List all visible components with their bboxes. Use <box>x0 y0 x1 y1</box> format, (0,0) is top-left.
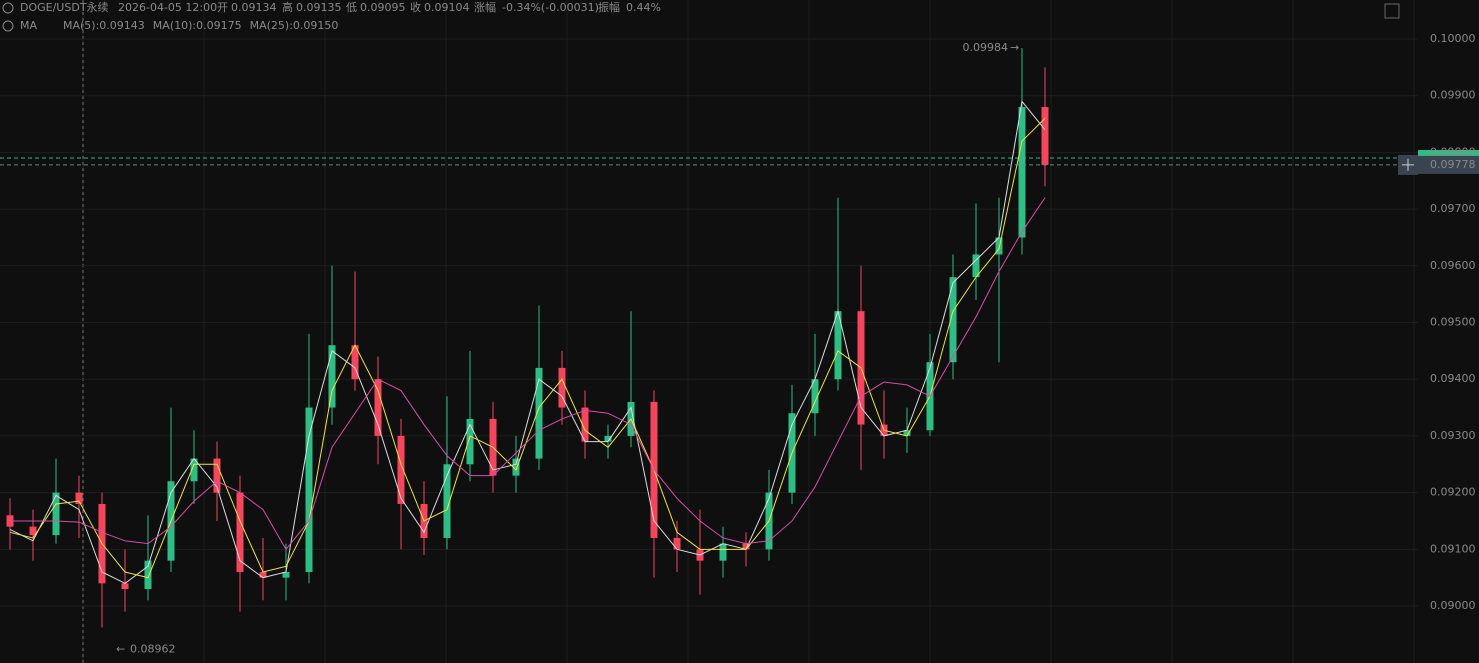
header: DOGE/USDT永续 2026-04-05 12:00 开 0.09134 高… <box>20 0 661 32</box>
collapse-icon[interactable] <box>2 2 14 14</box>
candle-body <box>121 583 129 590</box>
y-tick-label: 0.09700 <box>1430 202 1476 215</box>
ma-line <box>10 197 1046 551</box>
candle-body <box>903 430 911 436</box>
y-tick-label: 0.09000 <box>1430 599 1476 612</box>
candle-body <box>949 277 957 363</box>
label: 开 <box>217 1 228 14</box>
vertical-grid <box>82 0 1415 663</box>
candle-body <box>512 458 520 476</box>
ma-line <box>9 118 1046 579</box>
candle-body <box>811 379 819 414</box>
y-tick-label: 0.09500 <box>1430 316 1476 329</box>
candle-body <box>397 435 405 504</box>
y-tick-label: 0.09100 <box>1430 542 1476 555</box>
y-tick-label: 0.09800 <box>1430 145 1476 158</box>
label: 低 <box>346 1 357 14</box>
candle-body <box>29 526 37 536</box>
candle-body <box>374 379 382 436</box>
label: 收 <box>410 0 421 14</box>
value: 0.09135 <box>296 1 342 14</box>
candle-body <box>259 571 267 578</box>
ma-line <box>9 100 1046 584</box>
label: 高 <box>282 0 293 14</box>
indicator: MA <box>20 19 37 32</box>
candle-body <box>581 407 589 442</box>
candle-body <box>282 571 290 578</box>
candle-body <box>75 492 83 504</box>
candle-body <box>236 492 244 572</box>
candle-body <box>673 537 681 550</box>
y-tick-label: 0.09200 <box>1430 486 1476 499</box>
max-label: 0.09984 <box>963 41 1009 54</box>
candle-body <box>1041 107 1049 165</box>
legend-entry: MA(10):0.09175 <box>153 19 242 32</box>
candle-body <box>443 464 451 538</box>
y-tick-label: 0.09600 <box>1430 259 1476 272</box>
last-price-label: 0.09778 <box>1430 158 1476 171</box>
candle-body <box>466 418 474 465</box>
candle-body <box>719 543 727 561</box>
value: 0.09104 <box>424 1 470 14</box>
candle-body <box>52 492 60 536</box>
candle-body <box>305 407 313 572</box>
value: 0.09095 <box>360 1 406 14</box>
candle-body <box>604 435 612 442</box>
candle-body <box>1018 107 1026 238</box>
candle-body <box>213 458 221 493</box>
value: 0.09134 <box>231 1 277 14</box>
symbol: DOGE/USDT永续 <box>20 0 109 14</box>
candle-body <box>742 543 750 550</box>
value: 0.44% <box>626 1 661 14</box>
time: 2026-04-05 12:00 <box>118 1 217 14</box>
min-arrow: ← <box>116 643 125 656</box>
value: -0.34%(-0.00031) <box>502 1 599 14</box>
y-tick-label: 0.09400 <box>1430 372 1476 385</box>
candle-body <box>972 254 980 278</box>
candle-body <box>328 345 336 408</box>
candle-body <box>190 458 198 482</box>
legend-entry: MA(25):0.09150 <box>250 19 339 32</box>
candle-body <box>834 311 842 380</box>
last-price-tag <box>1418 155 1479 174</box>
y-tick-label: 0.09900 <box>1430 89 1476 102</box>
max-arrow: → <box>1010 41 1019 54</box>
candle-body <box>558 367 566 408</box>
mark-price-tag <box>1418 150 1479 160</box>
label: 振幅 <box>598 0 620 14</box>
candle-body <box>144 560 152 590</box>
candle-body <box>535 367 543 459</box>
collapse-icon[interactable] <box>2 20 14 32</box>
y-tick-label: 0.10000 <box>1430 32 1476 45</box>
label: 涨幅 <box>474 1 496 14</box>
candle-body <box>351 345 359 380</box>
candle-body <box>995 237 1003 255</box>
y-tick-label: 0.09300 <box>1430 429 1476 442</box>
min-label: 0.08962 <box>130 643 176 656</box>
expand-icon[interactable] <box>1384 3 1400 19</box>
plus-icon <box>1402 158 1414 171</box>
legend-entry: MA(5):0.09143 <box>63 19 145 32</box>
